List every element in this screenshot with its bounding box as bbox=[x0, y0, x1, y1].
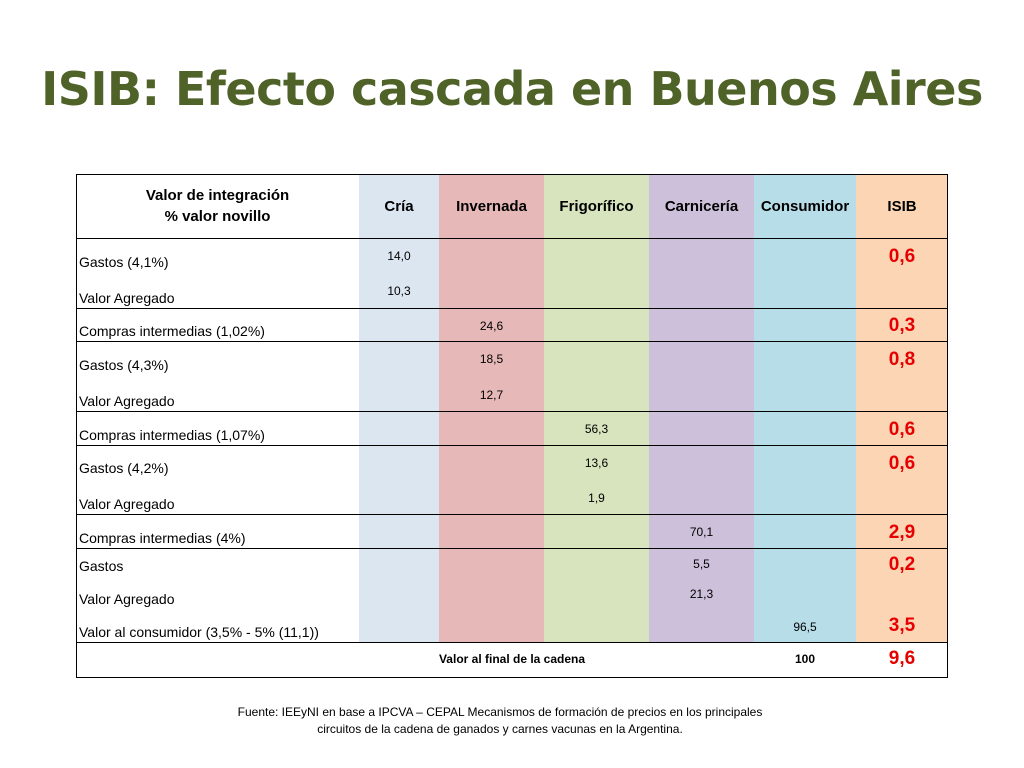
header-label-line1: Valor de integración bbox=[145, 187, 290, 204]
header-label-line2: % valor novillo bbox=[164, 208, 271, 225]
row-value-frigorifico: 56,3 bbox=[584, 422, 609, 436]
row-label: Compras intermedias (4%) bbox=[79, 530, 246, 546]
row-label: Compras intermedias (1,07%) bbox=[79, 427, 265, 443]
row-value-carniceria: 21,3 bbox=[689, 587, 714, 601]
row-value-cria: 10,3 bbox=[387, 284, 411, 298]
header-isib: ISIB bbox=[887, 197, 917, 215]
col-bg-consumidor bbox=[754, 174, 856, 642]
table-grid bbox=[76, 174, 948, 678]
row-label: Valor Agregado bbox=[79, 393, 175, 409]
row-value-frigorifico: 13,6 bbox=[584, 456, 609, 470]
cascade-table: Valor de integración % valor novillo Crí… bbox=[76, 174, 948, 678]
header-invernada: Invernada bbox=[456, 197, 527, 215]
header-cria: Cría bbox=[384, 197, 414, 215]
footer-isib: 9,6 bbox=[888, 648, 916, 669]
col-bg-frigorifico bbox=[544, 174, 649, 642]
row-isib: 0,6 bbox=[888, 246, 916, 267]
row-value-invernada: 18,5 bbox=[479, 352, 504, 366]
row-label: Valor Agregado bbox=[79, 591, 175, 607]
row-isib: 0,2 bbox=[888, 554, 916, 575]
col-bg-isib bbox=[856, 174, 948, 642]
row-label: Gastos (4,1%) bbox=[79, 254, 169, 270]
source-note: Fuente: IEEyNI en base a IPCVA – CEPAL M… bbox=[0, 704, 1000, 738]
col-bg-carniceria bbox=[649, 174, 754, 642]
row-value-invernada: 12,7 bbox=[479, 388, 504, 402]
row-value-carniceria: 5,5 bbox=[693, 557, 710, 571]
row-label: Gastos (4,3%) bbox=[79, 357, 169, 373]
source-line-1: Fuente: IEEyNI en base a IPCVA – CEPAL M… bbox=[237, 705, 763, 719]
row-label: Gastos bbox=[79, 558, 124, 574]
row-label: Gastos (4,2%) bbox=[79, 460, 169, 476]
row-value-frigorifico: 1,9 bbox=[588, 491, 605, 505]
col-bg-invernada bbox=[439, 174, 544, 642]
footer-label: Valor al final de la cadena bbox=[438, 652, 586, 666]
row-isib: 0,6 bbox=[888, 453, 916, 474]
header-frigorifico: Frigorífico bbox=[559, 197, 634, 215]
row-isib: 0,8 bbox=[888, 349, 916, 370]
row-label: Compras intermedias (1,02%) bbox=[79, 323, 265, 339]
row-isib: 0,6 bbox=[888, 419, 916, 440]
row-value-cria: 14,0 bbox=[387, 249, 411, 263]
header-label: Valor de integración % valor novillo bbox=[76, 174, 359, 238]
source-line-2: circuitos de la cadena de ganados y carn… bbox=[317, 722, 683, 736]
row-label: Valor Agregado bbox=[79, 290, 175, 306]
row-label: Valor Agregado bbox=[79, 496, 175, 512]
header-consumidor: Consumidor bbox=[760, 197, 850, 215]
page-title: ISIB: Efecto cascada en Buenos Aires bbox=[41, 62, 983, 116]
row-isib: 0,3 bbox=[888, 315, 916, 336]
header-carniceria: Carnicería bbox=[664, 197, 739, 215]
row-isib: 3,5 bbox=[888, 615, 916, 636]
row-value-invernada: 24,6 bbox=[479, 319, 504, 333]
row-label: Valor al consumidor (3,5% - 5% (11,1)) bbox=[79, 624, 319, 640]
row-isib: 2,9 bbox=[888, 522, 916, 543]
row-value-consumidor: 96,5 bbox=[793, 620, 817, 634]
col-bg-cria bbox=[359, 174, 439, 642]
row-value-carniceria: 70,1 bbox=[689, 525, 714, 539]
footer-value: 100 bbox=[794, 652, 816, 666]
